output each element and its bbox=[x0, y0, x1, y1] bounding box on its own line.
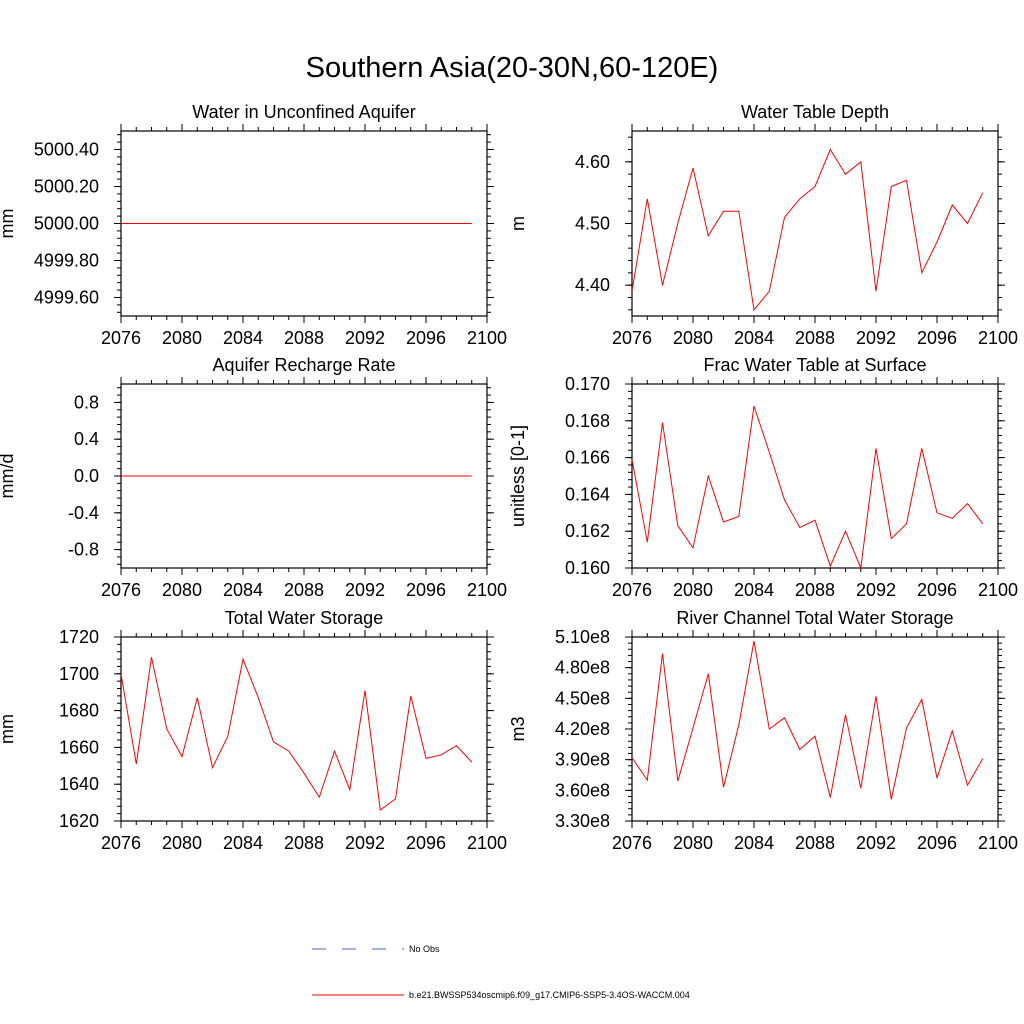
y-tick-label: 4.50e8 bbox=[555, 688, 610, 708]
y-tick-label: -0.4 bbox=[68, 503, 99, 523]
x-tick-label: 2100 bbox=[467, 580, 507, 600]
x-tick-label: 2100 bbox=[978, 833, 1018, 853]
x-tick-label: 2076 bbox=[612, 580, 652, 600]
plot-frame bbox=[631, 383, 999, 569]
x-tick-label: 2088 bbox=[795, 833, 835, 853]
x-tick-label: 2100 bbox=[467, 833, 507, 853]
x-tick-label: 2100 bbox=[467, 328, 507, 348]
x-tick-label: 2092 bbox=[856, 328, 896, 348]
chart-title: Total Water Storage bbox=[225, 608, 383, 628]
y-tick-label: 1640 bbox=[59, 774, 99, 794]
x-tick-label: 2076 bbox=[101, 833, 141, 853]
x-tick-label: 2080 bbox=[673, 580, 713, 600]
x-tick-label: 2084 bbox=[734, 833, 774, 853]
chart-title: Aquifer Recharge Rate bbox=[212, 355, 395, 375]
x-tick-label: 2096 bbox=[917, 328, 957, 348]
x-tick-label: 2080 bbox=[162, 833, 202, 853]
x-tick-label: 2088 bbox=[284, 328, 324, 348]
y-tick-label: 1720 bbox=[59, 627, 99, 647]
x-tick-label: 2096 bbox=[406, 833, 446, 853]
y-tick-label: 0.8 bbox=[74, 392, 99, 412]
y-axis-label: unitless [0-1] bbox=[508, 425, 528, 527]
y-tick-label: 4.50 bbox=[575, 214, 610, 234]
x-tick-label: 2092 bbox=[345, 328, 385, 348]
figure-title: Southern Asia(20-30N,60-120E) bbox=[305, 52, 719, 84]
x-tick-label: 2084 bbox=[223, 833, 263, 853]
y-tick-label: 0.164 bbox=[565, 484, 610, 504]
chart-title: Frac Water Table at Surface bbox=[703, 355, 926, 375]
y-tick-label: 1700 bbox=[59, 664, 99, 684]
y-tick-label: 0.4 bbox=[74, 429, 99, 449]
chart-title: Water Table Depth bbox=[741, 102, 889, 122]
x-tick-label: 2084 bbox=[734, 580, 774, 600]
y-tick-label: 1660 bbox=[59, 737, 99, 757]
y-tick-label: 0.0 bbox=[74, 466, 99, 486]
x-tick-label: 2076 bbox=[101, 580, 141, 600]
x-tick-label: 2100 bbox=[978, 328, 1018, 348]
plot-frame bbox=[631, 130, 999, 317]
x-tick-label: 2096 bbox=[917, 833, 957, 853]
y-tick-label: 3.90e8 bbox=[555, 750, 610, 770]
x-tick-label: 2080 bbox=[162, 328, 202, 348]
x-tick-label: 2092 bbox=[345, 833, 385, 853]
x-tick-label: 2084 bbox=[223, 328, 263, 348]
y-tick-label: 0.170 bbox=[565, 374, 610, 394]
y-axis-label: mm bbox=[0, 209, 17, 239]
y-axis-label: m3 bbox=[508, 716, 528, 741]
y-tick-label: 4999.60 bbox=[34, 288, 99, 308]
y-tick-label: 3.60e8 bbox=[555, 780, 610, 800]
x-tick-label: 2084 bbox=[734, 328, 774, 348]
x-tick-label: 2096 bbox=[917, 580, 957, 600]
y-tick-label: -0.8 bbox=[68, 540, 99, 560]
plot-frame bbox=[120, 636, 488, 822]
y-axis-label: mm/d bbox=[0, 454, 17, 499]
series-line bbox=[631, 148, 984, 311]
y-tick-label: 5000.20 bbox=[34, 177, 99, 197]
y-tick-label: 3.30e8 bbox=[555, 811, 610, 831]
x-tick-label: 2096 bbox=[406, 580, 446, 600]
chart-title: River Channel Total Water Storage bbox=[676, 608, 953, 628]
y-tick-label: 0.168 bbox=[565, 411, 610, 431]
x-tick-label: 2096 bbox=[406, 328, 446, 348]
x-tick-label: 2092 bbox=[345, 580, 385, 600]
x-tick-label: 2092 bbox=[856, 580, 896, 600]
x-tick-label: 2088 bbox=[795, 328, 835, 348]
y-axis-label: mm bbox=[0, 714, 17, 744]
x-tick-label: 2076 bbox=[612, 833, 652, 853]
y-axis-label: m bbox=[508, 216, 528, 231]
series-line bbox=[631, 405, 984, 570]
x-tick-label: 2080 bbox=[673, 833, 713, 853]
y-tick-label: 0.162 bbox=[565, 521, 610, 541]
y-tick-label: 4.20e8 bbox=[555, 719, 610, 739]
y-tick-label: 0.166 bbox=[565, 448, 610, 468]
x-tick-label: 2088 bbox=[795, 580, 835, 600]
x-tick-label: 2076 bbox=[101, 328, 141, 348]
x-tick-label: 2076 bbox=[612, 328, 652, 348]
plot-frame bbox=[631, 636, 999, 822]
x-tick-label: 2084 bbox=[223, 580, 263, 600]
y-tick-label: 4.80e8 bbox=[555, 658, 610, 678]
y-tick-label: 1680 bbox=[59, 701, 99, 721]
chart-title: Water in Unconfined Aquifer bbox=[192, 102, 415, 122]
x-tick-label: 2080 bbox=[673, 328, 713, 348]
series-line bbox=[120, 657, 473, 811]
y-tick-label: 4999.80 bbox=[34, 251, 99, 271]
y-tick-label: 1620 bbox=[59, 811, 99, 831]
y-tick-label: 4.60 bbox=[575, 152, 610, 172]
series-line bbox=[631, 641, 984, 800]
x-tick-label: 2088 bbox=[284, 580, 324, 600]
y-tick-label: 5000.00 bbox=[34, 214, 99, 234]
x-tick-label: 2080 bbox=[162, 580, 202, 600]
y-tick-label: 4.40 bbox=[575, 275, 610, 295]
y-tick-label: 5000.40 bbox=[34, 140, 99, 160]
y-tick-label: 5.10e8 bbox=[555, 627, 610, 647]
y-tick-label: 0.160 bbox=[565, 558, 610, 578]
x-tick-label: 2092 bbox=[856, 833, 896, 853]
x-tick-label: 2100 bbox=[978, 580, 1018, 600]
x-tick-label: 2088 bbox=[284, 833, 324, 853]
